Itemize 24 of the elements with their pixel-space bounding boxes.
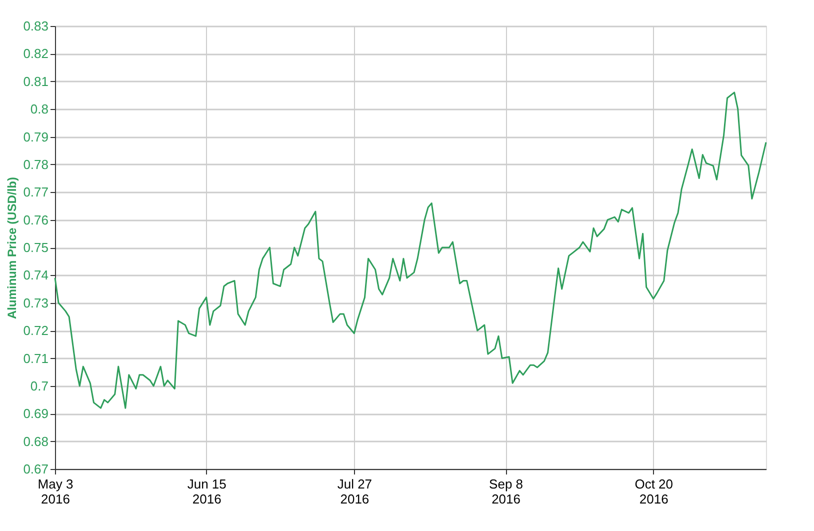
y-tick-label: 0.81 [23, 74, 48, 89]
y-tick-label: 0.7 [30, 378, 48, 394]
x-tick-label: Oct 20 2016 [634, 476, 674, 506]
y-tick-label: 0.8 [30, 102, 48, 117]
y-tick-label: 0.83 [23, 18, 48, 34]
y-tick-label: 0.71 [23, 350, 48, 366]
x-tick-label: May 3 2016 [38, 476, 74, 506]
y-tick-label: 0.75 [23, 240, 48, 255]
y-tick-label: 0.79 [23, 129, 48, 144]
x-tick-label: Sep 8 2016 [489, 476, 524, 506]
y-tick-label: 0.76 [23, 212, 48, 228]
y-tick-label: 0.77 [23, 184, 48, 200]
y-tick-label: 0.72 [23, 323, 48, 338]
y-axis-title: Aluminum Price (USD/lb) [5, 176, 20, 320]
x-tick-label: Jul 27 2016 [337, 476, 372, 506]
line-series [54, 92, 767, 409]
y-tick-label: 0.73 [23, 295, 48, 310]
y-tick-label: 0.68 [23, 434, 48, 449]
x-tick-label: Jun 15 2016 [187, 476, 226, 506]
y-tick-label: 0.78 [23, 156, 48, 172]
y-tick-label: 0.69 [23, 406, 48, 422]
y-tick-label: 0.67 [23, 462, 48, 476]
y-tick-label: 0.82 [23, 46, 48, 62]
y-tick-label: 0.74 [23, 268, 48, 283]
